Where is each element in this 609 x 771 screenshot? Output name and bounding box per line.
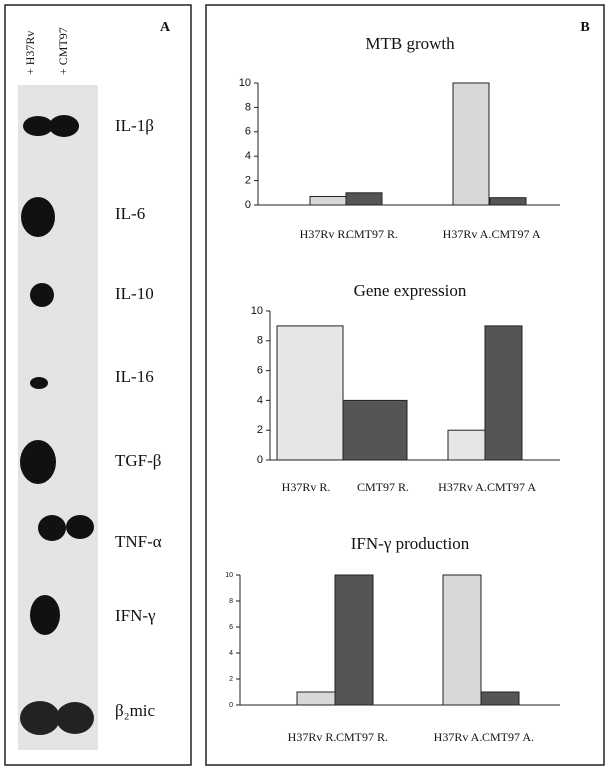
x-tick-label: CMT97 R. [357, 480, 409, 494]
x-tick-label: H37Rv A. [443, 227, 492, 241]
x-tick-label: CMT97 R. [346, 227, 398, 241]
chart-title: MTB growth [365, 34, 455, 53]
blot-spot [49, 115, 79, 137]
blot-row-label: IL-16 [115, 367, 154, 386]
bar [309, 195, 347, 206]
panel-label: A [160, 20, 171, 35]
x-tick-label: CMT97 A [487, 480, 536, 494]
bar [484, 325, 523, 461]
y-tick-label: 6 [257, 365, 263, 377]
blot-spot [66, 515, 94, 539]
y-tick-label: 4 [257, 394, 263, 406]
blot-spot [30, 283, 54, 307]
bar [480, 691, 520, 706]
bar [345, 192, 383, 206]
y-tick-label: 10 [251, 305, 263, 317]
blot-row-label: IL-1β [115, 116, 154, 135]
panel-a-frame [4, 4, 192, 766]
bar [342, 399, 408, 461]
blot-row-label: TGF-β [115, 451, 161, 470]
y-tick-label: 8 [257, 335, 263, 347]
y-tick-label: 0 [257, 454, 263, 466]
blot-spot [20, 440, 56, 484]
x-tick-label: CMT97 A [491, 227, 540, 241]
blot-spot [23, 116, 53, 136]
bar [452, 82, 490, 206]
blot-row-label: IFN-γ [115, 606, 156, 625]
y-tick-label: 2 [229, 676, 233, 683]
y-tick-label: 2 [257, 424, 263, 436]
x-tick-label: H37Rv R. [288, 730, 337, 744]
x-tick-label: CMT97 R. [336, 730, 388, 744]
bar [442, 574, 482, 706]
y-tick-label: 4 [229, 650, 233, 657]
x-tick-label: H37Rv A. [438, 480, 487, 494]
blot-spot [38, 515, 66, 541]
x-tick-label: H37Rv R. [282, 480, 331, 494]
panel-label: B [580, 20, 589, 35]
y-tick-label: 4 [245, 150, 251, 162]
lane-label: + CMT97 [56, 27, 70, 75]
panel-b-frame [205, 4, 605, 766]
blot-row-label: TNF-α [115, 532, 162, 551]
y-tick-label: 0 [245, 199, 251, 211]
bar [489, 197, 527, 206]
bar [296, 691, 336, 706]
y-tick-label: 8 [245, 101, 251, 113]
blot-spot [56, 702, 94, 734]
y-tick-label: 2 [245, 175, 251, 187]
blot-spot [30, 595, 60, 635]
blot-image [18, 85, 98, 750]
x-tick-label: H37Rv R. [300, 227, 349, 241]
bar [334, 574, 374, 706]
lane-label: + H37Rv [23, 31, 37, 75]
y-tick-label: 0 [229, 702, 233, 709]
blot-row-label: IL-6 [115, 204, 145, 223]
blot-spot [20, 701, 60, 735]
bar [276, 325, 344, 461]
y-tick-label: 8 [229, 598, 233, 605]
x-tick-label: H37Rv A. [434, 730, 483, 744]
blot-spot [30, 377, 48, 389]
y-tick-label: 6 [245, 126, 251, 138]
y-tick-label: 6 [229, 624, 233, 631]
bar [447, 429, 486, 461]
x-tick-label: CMT97 A. [482, 730, 534, 744]
y-tick-label: 10 [225, 572, 233, 579]
blot-row-label: IL-10 [115, 284, 154, 303]
blot-background [18, 85, 98, 750]
y-tick-label: 10 [239, 77, 251, 89]
blot-row-label: β₂mic [115, 701, 156, 720]
chart-title: IFN-γ production [351, 534, 470, 553]
blot-spot [21, 197, 55, 237]
chart-title: Gene expression [354, 281, 467, 300]
